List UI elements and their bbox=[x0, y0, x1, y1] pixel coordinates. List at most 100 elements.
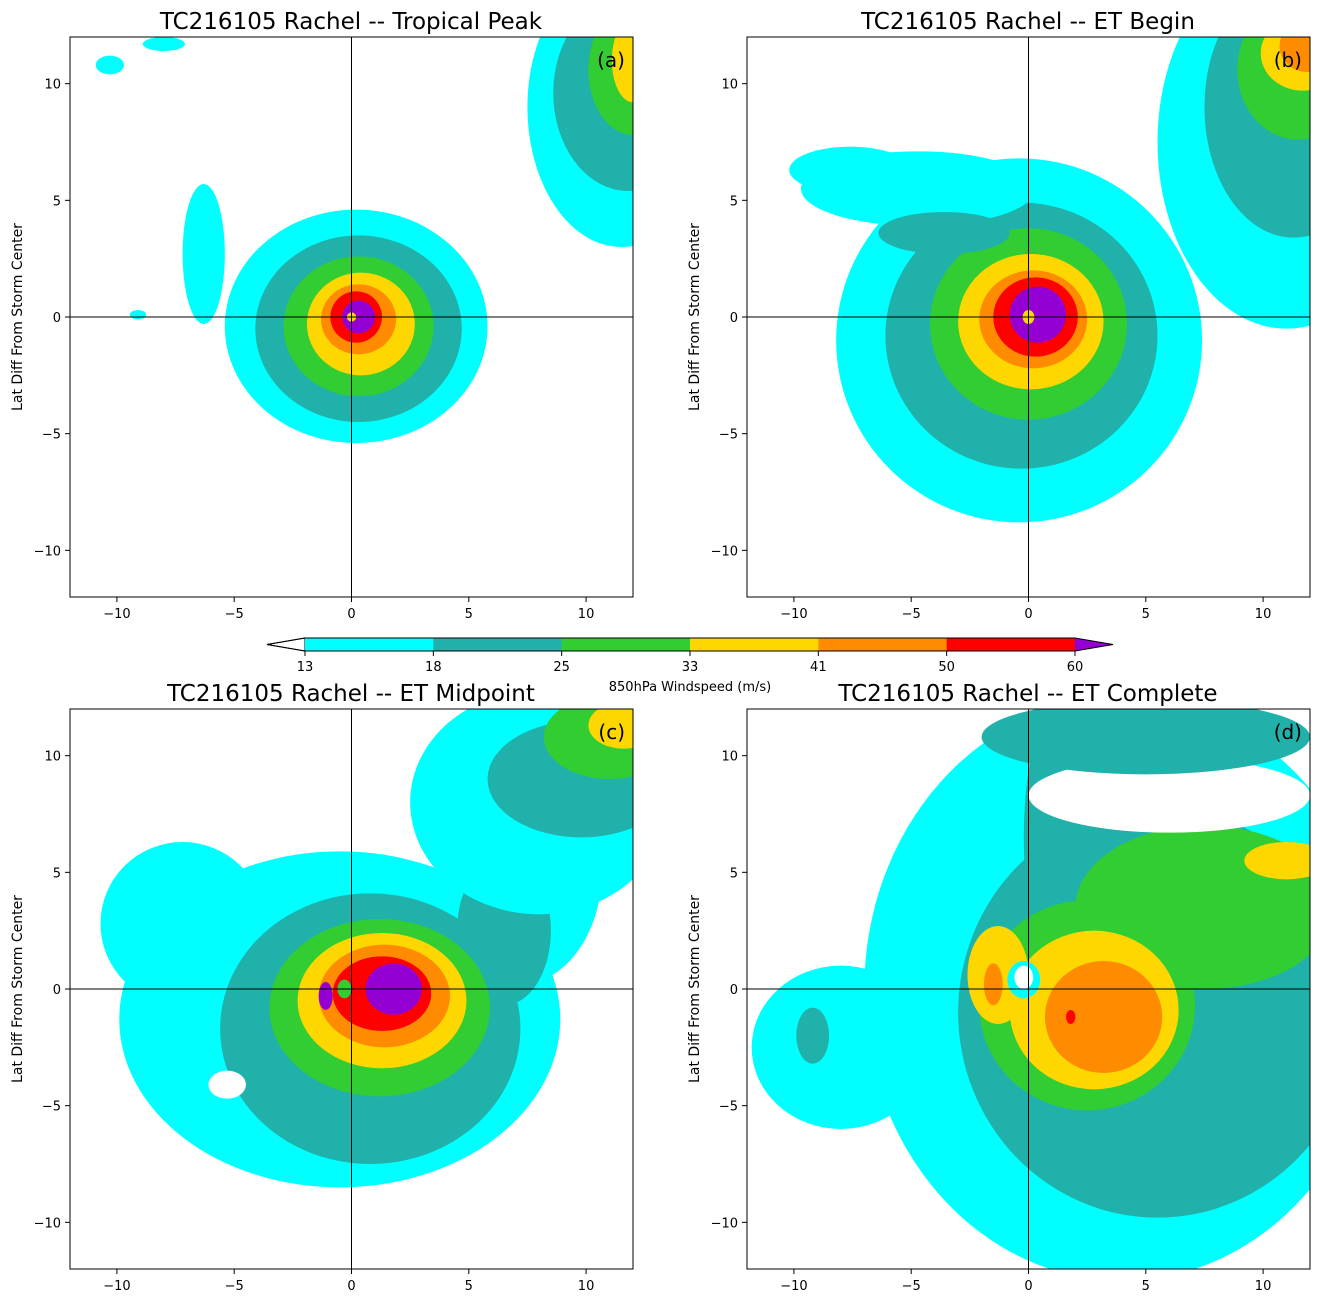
panel-b-xtick-label: −5 bbox=[902, 607, 921, 622]
panel-b-ytick-label: 10 bbox=[721, 78, 738, 93]
panel-c-title: TC216105 Rachel -- ET Midpoint bbox=[166, 681, 535, 707]
panel-d-ytick-label: 10 bbox=[721, 750, 738, 765]
panel-c-xtick-label: 5 bbox=[465, 1279, 473, 1294]
panel-c-ytick-label: 10 bbox=[44, 750, 61, 765]
colorbar-segment-41 bbox=[818, 638, 948, 651]
panel-d-ytick-label: −10 bbox=[711, 1216, 738, 1231]
colorbar-segment-25 bbox=[561, 638, 691, 651]
panel-b-xtick-label: 5 bbox=[1142, 607, 1150, 622]
panel-a-title: TC216105 Rachel -- Tropical Peak bbox=[159, 9, 543, 35]
panel-b-contour-6 bbox=[1009, 286, 1067, 343]
panel-c-label: (c) bbox=[598, 720, 625, 744]
colorbar-label: 850hPa Windspeed (m/s) bbox=[609, 680, 771, 695]
panel-a-ytick-label: 10 bbox=[44, 78, 61, 93]
panel-a-ylabel: Lat Diff From Storm Center bbox=[10, 223, 26, 411]
panel-d-contour-8 bbox=[1244, 842, 1310, 880]
panel-d-contour-16 bbox=[796, 1007, 830, 1064]
panel-d-contour-14 bbox=[1028, 758, 1310, 833]
panel-d-contour-1 bbox=[751, 965, 930, 1129]
panel-a-label: (a) bbox=[597, 48, 625, 72]
panel-a: TC216105 Rachel -- Tropical Peak (a) Lat… bbox=[10, 9, 634, 622]
colorbar-segment-13 bbox=[305, 638, 434, 651]
panel-c-fills bbox=[70, 709, 633, 1269]
panel-c-axes: −10 −10 −5 −5 0 0 5 5 10 10 bbox=[34, 750, 595, 1294]
panel-d-xtick-label: 0 bbox=[1024, 1279, 1032, 1294]
colorbar-tick-label: 18 bbox=[425, 660, 442, 675]
panel-b-ytick-label: 0 bbox=[730, 311, 738, 326]
panel-d-ytick-label: −5 bbox=[719, 1100, 738, 1115]
colorbar-extend-low bbox=[266, 637, 306, 652]
panel-c-ytick-label: −5 bbox=[42, 1100, 61, 1115]
panel-b-axes: −10 −10 −5 −5 0 0 5 5 10 10 bbox=[711, 78, 1272, 622]
panel-b-xtick-label: 0 bbox=[1024, 607, 1032, 622]
panel-d-fills bbox=[747, 709, 1310, 1269]
panel-b-label: (b) bbox=[1274, 48, 1302, 72]
panel-a-xtick-label: 0 bbox=[347, 607, 355, 622]
panel-d-contour-11 bbox=[1066, 1010, 1076, 1024]
panel-d-xtick-label: 5 bbox=[1142, 1279, 1150, 1294]
colorbar: 850hPa Windspeed (m/s) 13 18 25 33 41 50 60 bbox=[266, 637, 1114, 695]
panel-a-ytick-label: −5 bbox=[42, 428, 61, 443]
panel-a-xtick-label: 5 bbox=[465, 607, 473, 622]
colorbar-tick-label: 13 bbox=[297, 660, 314, 675]
panel-d-label: (d) bbox=[1274, 720, 1302, 744]
panel-a-axes: −10 −10 −5 −5 0 0 5 5 10 10 bbox=[34, 78, 595, 622]
panel-b-contour-9 bbox=[789, 146, 912, 194]
colorbar-segment-18 bbox=[433, 638, 563, 651]
panel-d-xtick-label: −5 bbox=[902, 1279, 921, 1294]
panel-a-fills bbox=[70, 37, 633, 597]
panel-b-title: TC216105 Rachel -- ET Begin bbox=[860, 9, 1195, 35]
colorbar-tick-label: 50 bbox=[938, 660, 955, 675]
panel-b-ytick-label: −10 bbox=[711, 544, 738, 559]
panel-b-contour-10 bbox=[878, 212, 1010, 254]
panel-c-ytick-label: −10 bbox=[34, 1216, 61, 1231]
panel-a-contour-11 bbox=[142, 37, 185, 51]
panel-c-contour-16 bbox=[588, 709, 633, 749]
panel-a-ytick-label: −10 bbox=[34, 544, 61, 559]
panel-b-xtick-label: 10 bbox=[1255, 607, 1272, 622]
panel-c-ylabel: Lat Diff From Storm Center bbox=[10, 895, 26, 1083]
panel-d-ylabel: Lat Diff From Storm Center bbox=[687, 895, 703, 1083]
colorbar-extend-high bbox=[1075, 638, 1113, 651]
panel-c-xtick-label: 10 bbox=[578, 1279, 595, 1294]
panel-d-ytick-label: 5 bbox=[730, 866, 738, 881]
panel-d-contour-10 bbox=[983, 963, 1003, 1006]
panel-a-contour-9 bbox=[129, 310, 147, 320]
panel-c-contour-12 bbox=[208, 1070, 246, 1099]
panel-c-xtick-label: −5 bbox=[225, 1279, 244, 1294]
panel-d-title: TC216105 Rachel -- ET Complete bbox=[837, 681, 1217, 707]
panel-b-contour-15 bbox=[1279, 37, 1310, 72]
panel-c-ytick-label: 0 bbox=[53, 983, 61, 998]
panel-d-axes: −10 −10 −5 −5 0 0 5 5 10 10 bbox=[711, 750, 1272, 1294]
panel-d-xtick-label: 10 bbox=[1255, 1279, 1272, 1294]
panel-d-contour-9 bbox=[1044, 961, 1163, 1073]
panel-a-xtick-label: 10 bbox=[578, 607, 595, 622]
panel-c-xtick-label: −10 bbox=[103, 1279, 130, 1294]
panel-a-contour-15 bbox=[611, 37, 633, 103]
colorbar-tick-label: 41 bbox=[810, 660, 827, 675]
panel-b-ytick-label: 5 bbox=[730, 194, 738, 209]
panel-a-contour-8 bbox=[182, 184, 225, 324]
panel-d-ytick-label: 0 bbox=[730, 983, 738, 998]
panel-a-ytick-label: 5 bbox=[53, 194, 61, 209]
panel-d: TC216105 Rachel -- ET Complete (d) Lat D… bbox=[687, 681, 1311, 1294]
panel-a-contour-10 bbox=[95, 55, 124, 75]
panel-d-contour-15 bbox=[981, 709, 1310, 775]
panel-a-xtick-label: −5 bbox=[225, 607, 244, 622]
colorbar-segment-33 bbox=[690, 638, 819, 651]
panel-b: TC216105 Rachel -- ET Begin (b) Lat Diff… bbox=[687, 9, 1311, 622]
panel-c-contour-1 bbox=[100, 842, 265, 1006]
panel-c-ytick-label: 5 bbox=[53, 866, 61, 881]
colorbar-tick-label: 60 bbox=[1067, 660, 1084, 675]
panel-b-xtick-label: −10 bbox=[780, 607, 807, 622]
panel-c-contour-10 bbox=[318, 982, 333, 1010]
panel-d-contour-13 bbox=[1014, 965, 1034, 989]
colorbar-tick-label: 33 bbox=[682, 660, 699, 675]
panel-a-ytick-label: 0 bbox=[53, 311, 61, 326]
panel-b-ylabel: Lat Diff From Storm Center bbox=[687, 223, 703, 411]
panel-a-xtick-label: −10 bbox=[103, 607, 130, 622]
panel-d-xtick-label: −10 bbox=[780, 1279, 807, 1294]
panel-b-ytick-label: −5 bbox=[719, 428, 738, 443]
colorbar-segment-50 bbox=[946, 638, 1076, 651]
